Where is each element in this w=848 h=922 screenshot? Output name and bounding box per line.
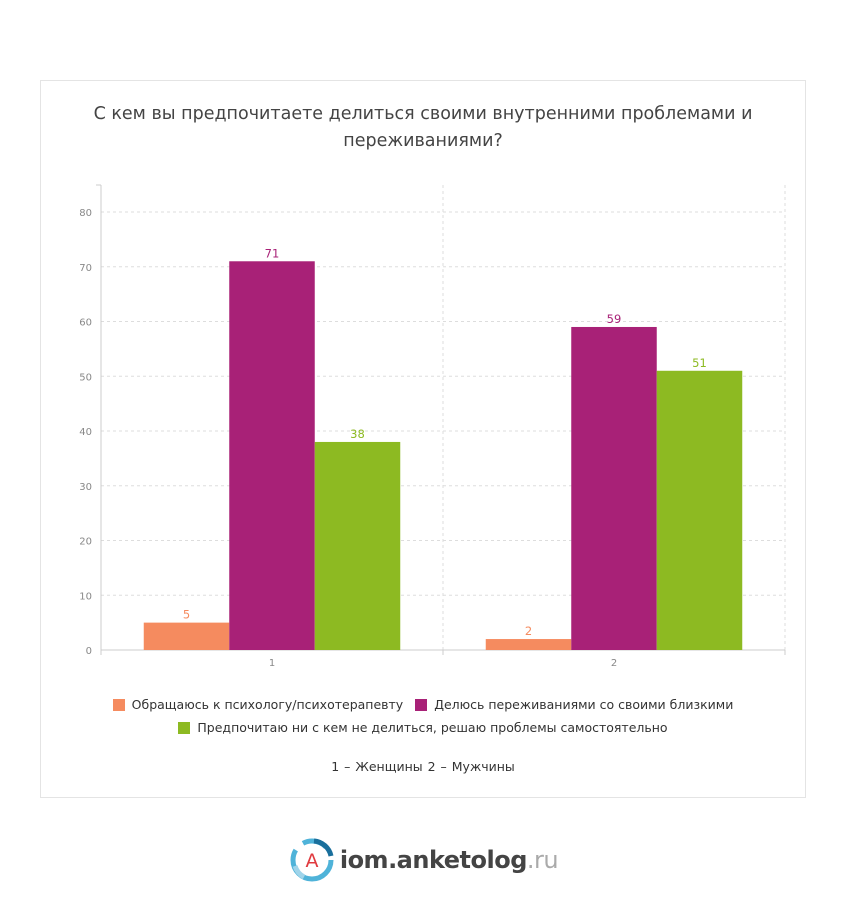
chart-title: С кем вы предпочитаете делиться своими в… [93, 104, 753, 151]
footer-brand[interactable]: A iom.anketolog .ru [0, 836, 848, 884]
legend-label-psychologist: Обращаюсь к психологу/психотерапевту [131, 697, 404, 712]
category-note: 1 – Женщины 2 – Мужчины [331, 759, 515, 774]
anketolog-logo-icon: A [290, 838, 334, 882]
data-label-s1-c2: 59 [607, 312, 622, 326]
chart-legend: Обращаюсь к психологу/психотерапевту Дел… [40, 693, 806, 739]
data-label-s1-c1: 71 [265, 246, 280, 260]
bar-s2-c1 [314, 441, 401, 650]
data-label-s0-c1: 5 [183, 608, 190, 622]
logo-letter: A [305, 850, 318, 872]
data-label-s2-c1: 38 [350, 427, 365, 441]
legend-swatch-no-one [178, 721, 191, 734]
y-tick-label-50: 50 [79, 372, 92, 383]
legend-item-close-ones[interactable]: Делюсь переживаниями со своими близкими [415, 697, 733, 712]
data-label-s0-c2: 2 [525, 624, 532, 638]
y-tick-label-30: 30 [79, 482, 92, 493]
legend-swatch-psychologist [112, 698, 125, 711]
y-tick-label-40: 40 [79, 427, 92, 438]
legend-label-close-ones: Делюсь переживаниями со своими близкими [434, 697, 734, 712]
y-tick-label-0: 0 [86, 646, 92, 657]
y-tick-label-10: 10 [79, 591, 92, 602]
x-tick-label-2: 2 [611, 658, 617, 669]
legend-item-psychologist[interactable]: Обращаюсь к психологу/психотерапевту [112, 697, 404, 712]
y-tick-label-60: 60 [79, 318, 92, 329]
bar-s0-c1 [143, 622, 230, 650]
brand-suffix: .ru [526, 846, 559, 874]
data-label-s2-c2: 51 [692, 356, 707, 370]
y-tick-label-80: 80 [79, 208, 92, 219]
x-tick-label-1: 1 [269, 658, 275, 669]
bar-s1-c1 [229, 261, 315, 650]
y-tick-label-20: 20 [79, 537, 92, 548]
bar-s2-c2 [656, 370, 743, 650]
bar-s1-c2 [571, 326, 657, 650]
legend-swatch-close-ones [415, 698, 428, 711]
legend-label-no-one: Предпочитаю ни с кем не делиться, решаю … [197, 720, 668, 735]
bar-s0-c2 [485, 639, 572, 650]
y-tick-label-70: 70 [79, 263, 92, 274]
legend-item-no-one[interactable]: Предпочитаю ни с кем не делиться, решаю … [178, 720, 668, 735]
brand-name: iom.anketolog [339, 846, 528, 874]
